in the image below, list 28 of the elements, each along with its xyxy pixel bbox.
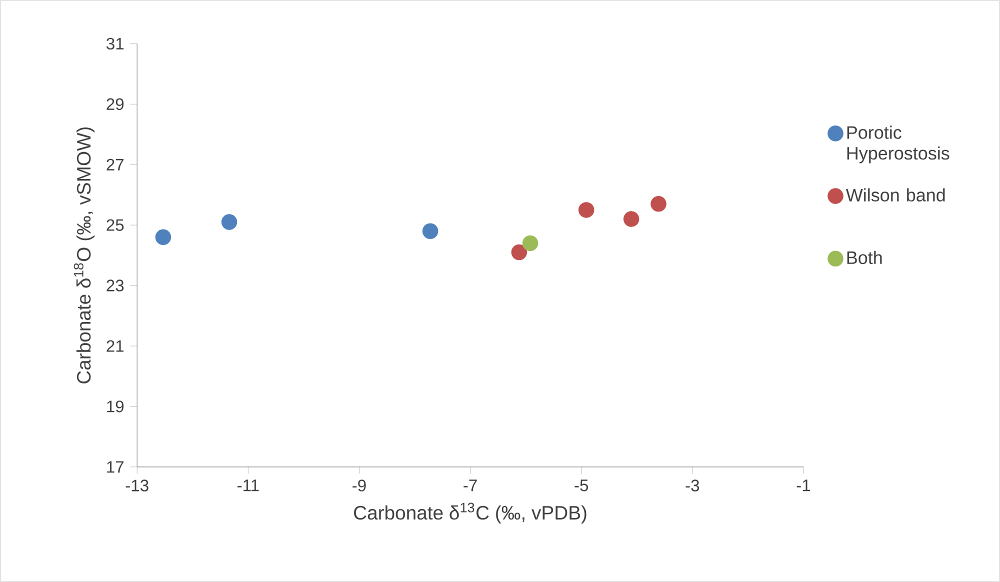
x-tick-label: -5	[574, 480, 588, 492]
y-tick-label: 31	[106, 38, 124, 50]
x-tick-label: -9	[352, 480, 366, 492]
x-tick-label: -3	[686, 480, 700, 492]
point	[578, 202, 594, 218]
y-tick-label: 21	[106, 340, 124, 352]
x-tick-label: -13	[126, 480, 148, 492]
point	[511, 244, 528, 260]
point	[522, 235, 538, 252]
point	[155, 229, 172, 246]
legend-label: Both	[847, 250, 882, 264]
point	[650, 196, 666, 212]
y-axis-title: Carbonate δ$^{18}$O (‰, vSMOW)	[74, 127, 95, 384]
x-axis-title: Carbonate δ$^{13}$C (‰, vPDB)	[354, 502, 586, 524]
point	[623, 211, 640, 227]
point	[221, 214, 238, 230]
y-tick-label: 19	[107, 400, 124, 412]
x-tick-label: -11	[237, 480, 259, 492]
legend-label: Wilson band	[846, 188, 945, 202]
y-tick-label: 17	[107, 461, 124, 473]
y-tick-label: 29	[106, 98, 124, 110]
point	[422, 223, 438, 240]
y-tick-label: 27	[106, 158, 124, 170]
x-tick-label: -7	[464, 480, 477, 492]
y-tick-label: 23	[106, 280, 124, 292]
y-tick-label: 25	[106, 219, 124, 231]
legend-label: Porotic Hyperostosis	[847, 126, 950, 164]
x-tick-label: -1	[796, 480, 810, 492]
